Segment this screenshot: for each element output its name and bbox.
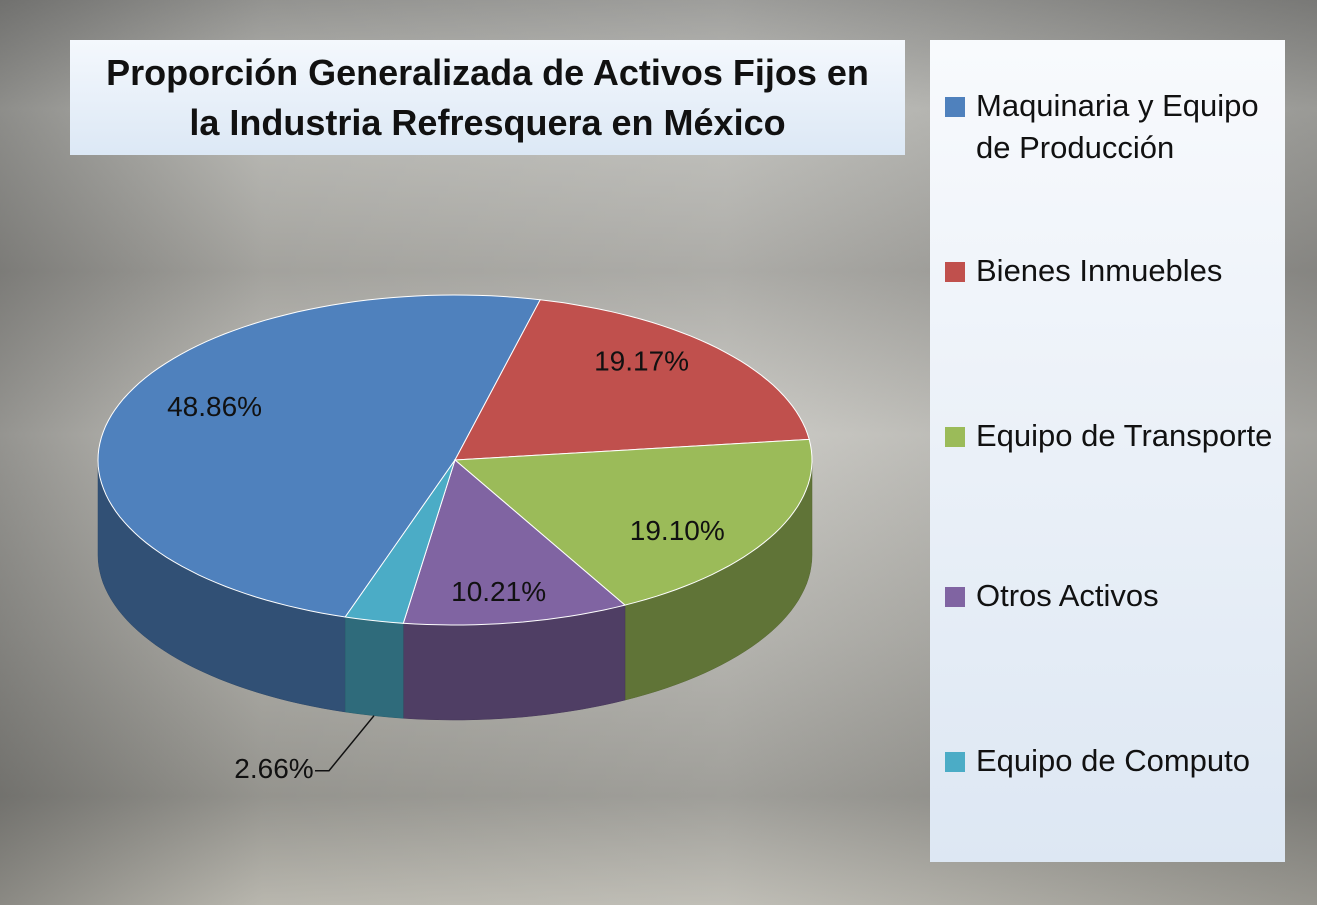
- data-label: 19.17%: [594, 346, 689, 377]
- legend: Maquinaria y Equipo de Producción Bienes …: [930, 40, 1285, 862]
- leader-line: [314, 715, 375, 772]
- legend-label: Equipo de Computo: [976, 743, 1251, 778]
- pie-slice: [402, 459, 627, 626]
- legend-swatch: [945, 752, 965, 772]
- legend-swatch: [945, 427, 965, 447]
- pie-slice: [453, 438, 813, 606]
- chart-title: Proporción Generalizada de Activos Fijos…: [70, 40, 905, 155]
- data-label: 48.86%: [167, 391, 262, 422]
- legend-label: Equipo de Transporte: [976, 418, 1273, 453]
- pie-slice: [344, 459, 456, 624]
- legend-swatch: [945, 587, 965, 607]
- legend-label: Bienes Inmuebles: [976, 253, 1223, 288]
- pie-slice: [454, 299, 810, 461]
- data-label: 10.21%: [451, 576, 546, 607]
- pie-wall: [344, 616, 404, 719]
- data-label: 2.66%: [234, 753, 313, 784]
- data-label: 19.10%: [630, 515, 725, 546]
- legend-swatch: [945, 262, 965, 282]
- legend-swatch: [945, 97, 965, 117]
- pie-slice: [97, 294, 541, 618]
- legend-label: Maquinaria y Equipo de Producción: [976, 88, 1259, 165]
- legend-label: Otros Activos: [976, 578, 1159, 613]
